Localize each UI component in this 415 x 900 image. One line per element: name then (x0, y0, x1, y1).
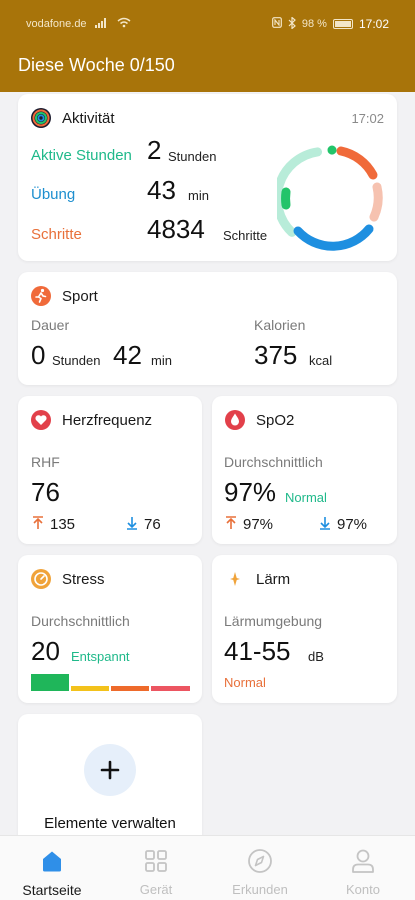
spo2-min-arrow-icon (319, 516, 331, 535)
spo2-max-arrow-icon (225, 516, 237, 535)
ring-steps-remaining-arc (369, 182, 383, 222)
ring-exercise-active-arc (293, 224, 374, 251)
nfc-icon (271, 17, 282, 31)
resting-hr-value: 76 (31, 477, 60, 507)
steps-unit: Schritte (223, 228, 268, 243)
activity-card[interactable]: Aktivität 17:02 Aktive Stunden 2 Stunden… (18, 94, 397, 261)
device-grid-icon (145, 850, 167, 872)
stress-average-label: Durchschnittlich (31, 613, 130, 629)
steps-label: Schritte (31, 226, 82, 243)
duration-hours-value: 0 (31, 340, 46, 370)
spo2-card[interactable]: SpO2 Durchschnittlich 97% Normal 97% 97% (212, 396, 397, 544)
home-icon (43, 851, 61, 872)
sport-card[interactable]: Sport Dauer 0 Stunden 42 min Kalorien 37… (18, 272, 397, 385)
activity-ring-chart (277, 145, 383, 251)
nav-tab-home[interactable]: Startseite (2, 836, 102, 900)
stress-card[interactable]: Stress Durchschnittlich 20 Entspannt (18, 555, 202, 703)
activity-rings-icon (30, 107, 52, 129)
hr-min-arrow-icon (126, 516, 138, 535)
compass-icon (248, 849, 272, 873)
nav-tab-explore[interactable]: Erkunden (210, 836, 310, 900)
stress-bar-high (151, 686, 190, 691)
noise-status: Normal (224, 675, 266, 690)
stress-value: 20 (31, 636, 60, 666)
spo2-status: Normal (285, 490, 327, 505)
stress-gauge-icon (30, 568, 52, 590)
nav-label-account: Konto (346, 882, 380, 897)
duration-label: Dauer (31, 317, 70, 333)
running-icon (30, 285, 52, 307)
battery-icon (332, 19, 353, 29)
activity-time: 17:02 (351, 111, 384, 126)
ring-exercise-arc (277, 147, 322, 237)
resting-hr-label: RHF (31, 454, 60, 470)
duration-hours-unit: Stunden (52, 353, 101, 368)
person-icon (352, 849, 374, 873)
plus-icon (100, 760, 120, 780)
spo2-value: 97% (224, 477, 277, 507)
status-bar: vodafone.de 98 % 17:02 (26, 14, 389, 34)
noise-card[interactable]: Lärm Lärmumgebung 41-55 dB Normal (212, 555, 397, 703)
exercise-label: Übung (31, 186, 76, 203)
spo2-min-value: 97% (337, 516, 368, 533)
bottom-navigation: Startseite Gerät Erkunden (0, 835, 415, 900)
noise-environment-label: Lärmumgebung (224, 613, 323, 629)
nav-tab-device[interactable]: Gerät (106, 836, 206, 900)
exercise-unit: min (188, 188, 209, 203)
stress-bar-medium (111, 686, 149, 691)
heart-rate-title: Herzfrequenz (62, 411, 153, 429)
activity-title: Aktivität (62, 109, 115, 127)
hr-min-value: 76 (144, 516, 161, 533)
active-hours-value: 2 (147, 135, 162, 165)
hr-max-value: 135 (50, 516, 76, 533)
nav-label-home: Startseite (22, 882, 82, 898)
steps-value: 4834 (147, 214, 205, 244)
calories-unit: kcal (309, 353, 333, 368)
noise-icon (224, 568, 246, 590)
blood-drop-icon (224, 409, 246, 431)
calories-label: Kalorien (254, 317, 306, 333)
calories-value: 375 (254, 340, 298, 370)
bluetooth-icon (288, 15, 296, 32)
wifi-icon (117, 17, 131, 31)
spo2-max-value: 97% (243, 516, 274, 533)
battery-percent: 98 % (301, 18, 327, 30)
manage-elements-card[interactable]: Elemente verwalten (18, 714, 202, 844)
spo2-title: SpO2 (256, 411, 295, 429)
heart-rate-card[interactable]: Herzfrequenz RHF 76 135 76 (18, 396, 202, 544)
stress-title: Stress (62, 570, 105, 588)
carrier-label: vodafone.de (26, 18, 87, 30)
stress-status: Entspannt (71, 649, 130, 664)
duration-minutes-unit: min (151, 353, 172, 368)
app-header: vodafone.de 98 % 17:02 Diese Woche 0/150 (0, 0, 415, 92)
ring-steps-arc (336, 146, 378, 180)
active-hours-label: Aktive Stunden (31, 147, 132, 164)
status-time: 17:02 (358, 17, 389, 31)
stress-bar-normal (71, 686, 109, 691)
active-hours-unit: Stunden (168, 149, 217, 164)
nav-label-explore: Erkunden (232, 882, 288, 897)
duration-minutes-value: 42 (113, 340, 142, 370)
nav-label-device: Gerät (139, 882, 173, 897)
noise-value: 41-55 (224, 636, 291, 666)
nav-tab-account[interactable]: Konto (313, 836, 413, 900)
exercise-value: 43 (147, 175, 176, 205)
stress-bar-relaxed (31, 674, 69, 691)
noise-title: Lärm (256, 570, 291, 588)
stress-level-bar (31, 674, 190, 691)
manage-elements-label: Elemente verwalten (44, 815, 176, 832)
sport-title: Sport (62, 287, 98, 305)
spo2-average-label: Durchschnittlich (224, 454, 323, 470)
heart-icon (30, 409, 52, 431)
noise-unit: dB (308, 649, 324, 664)
add-element-button[interactable] (84, 744, 136, 796)
weekly-goal-title[interactable]: Diese Woche 0/150 (18, 55, 175, 75)
hr-max-arrow-icon (32, 516, 44, 535)
signal-icon (94, 17, 109, 31)
